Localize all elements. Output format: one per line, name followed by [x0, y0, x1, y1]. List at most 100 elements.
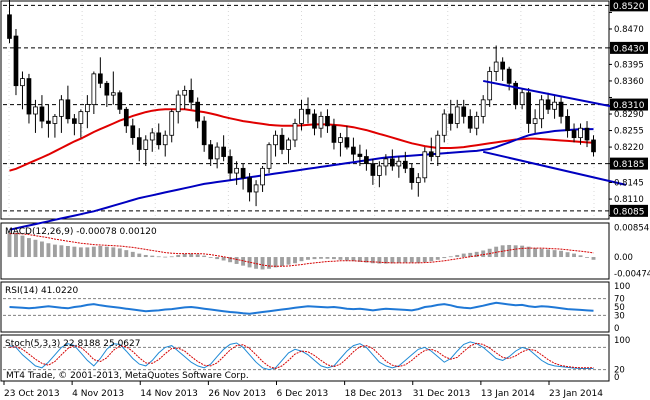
candle[interactable] — [33, 99, 38, 133]
candle[interactable] — [571, 123, 577, 143]
candle-body — [182, 89, 188, 96]
candle[interactable] — [201, 116, 207, 152]
candle[interactable] — [117, 90, 123, 115]
x-tick-label: 6 Dec 2013 — [277, 389, 329, 399]
candle[interactable] — [390, 149, 395, 171]
price-chart[interactable] — [3, 0, 627, 231]
candle[interactable] — [234, 161, 239, 185]
candle[interactable] — [123, 106, 129, 133]
candle[interactable] — [143, 135, 149, 166]
candle[interactable] — [91, 71, 97, 115]
candle[interactable] — [545, 92, 551, 115]
candle[interactable] — [72, 114, 77, 136]
candle[interactable] — [130, 118, 136, 145]
candle[interactable] — [435, 130, 441, 166]
candle[interactable] — [162, 130, 168, 157]
candle[interactable] — [175, 90, 181, 124]
candle[interactable] — [441, 109, 447, 143]
candle[interactable] — [156, 123, 162, 150]
candle[interactable] — [227, 149, 233, 181]
candle[interactable] — [78, 109, 84, 138]
candle[interactable] — [65, 85, 71, 124]
candle[interactable] — [305, 97, 311, 124]
candle[interactable] — [182, 85, 188, 110]
candle[interactable] — [487, 66, 493, 107]
candle[interactable] — [415, 173, 421, 197]
candle[interactable] — [500, 57, 506, 81]
candle[interactable] — [266, 142, 272, 174]
candle[interactable] — [493, 45, 499, 81]
candle[interactable] — [208, 139, 213, 166]
candle[interactable] — [461, 99, 467, 124]
candle[interactable] — [474, 111, 480, 136]
candle[interactable] — [318, 111, 324, 138]
trendline[interactable] — [483, 79, 627, 111]
candle[interactable] — [286, 137, 291, 164]
candle[interactable] — [149, 128, 155, 152]
candle[interactable] — [299, 99, 304, 131]
candle[interactable] — [578, 123, 583, 145]
candle[interactable] — [370, 158, 376, 185]
candle[interactable] — [312, 109, 317, 136]
candle[interactable] — [221, 135, 226, 162]
candle[interactable] — [325, 109, 330, 133]
candle[interactable] — [279, 128, 285, 155]
candle[interactable] — [188, 78, 194, 110]
candle[interactable] — [377, 161, 382, 188]
candle[interactable] — [20, 71, 25, 110]
candle[interactable] — [13, 28, 19, 96]
candle[interactable] — [357, 144, 363, 166]
candle[interactable] — [292, 118, 298, 148]
candle[interactable] — [519, 88, 525, 110]
candle[interactable] — [591, 135, 596, 157]
candle[interactable] — [364, 149, 369, 171]
candle[interactable] — [214, 142, 220, 169]
candle[interactable] — [110, 71, 116, 105]
candle[interactable] — [539, 95, 544, 129]
candle[interactable] — [584, 121, 590, 148]
candle[interactable] — [344, 125, 350, 150]
candle[interactable] — [351, 137, 356, 162]
candle[interactable] — [448, 99, 454, 131]
candle[interactable] — [136, 128, 142, 162]
candle[interactable] — [7, 0, 12, 44]
candle[interactable] — [39, 95, 45, 129]
candle[interactable] — [454, 99, 460, 129]
candle[interactable] — [331, 118, 337, 150]
macd-chart[interactable] — [7, 231, 596, 270]
candle[interactable] — [104, 80, 110, 107]
candle[interactable] — [52, 114, 58, 138]
candle[interactable] — [85, 95, 90, 129]
trendline[interactable] — [482, 150, 627, 186]
candle[interactable] — [409, 163, 415, 190]
candle[interactable] — [552, 95, 557, 119]
candle[interactable] — [402, 151, 408, 174]
candle[interactable] — [513, 80, 518, 110]
candle[interactable] — [169, 109, 175, 143]
candle[interactable] — [467, 109, 473, 133]
candle[interactable] — [565, 109, 570, 138]
candle[interactable] — [240, 163, 246, 190]
candle[interactable] — [480, 95, 486, 124]
candle[interactable] — [253, 180, 259, 207]
candle[interactable] — [59, 95, 64, 133]
candle[interactable] — [26, 73, 32, 124]
candle[interactable] — [46, 104, 51, 138]
candle[interactable] — [338, 132, 343, 157]
macd-bar — [65, 246, 70, 258]
stochastic-chart[interactable] — [3, 341, 609, 371]
candle[interactable] — [428, 137, 434, 162]
candle[interactable] — [260, 165, 265, 192]
candle[interactable] — [273, 130, 278, 157]
candle[interactable] — [97, 57, 103, 89]
candle[interactable] — [532, 109, 538, 133]
candle[interactable] — [247, 173, 252, 202]
candle[interactable] — [383, 154, 389, 176]
candle[interactable] — [526, 88, 531, 133]
candle[interactable] — [558, 97, 564, 124]
candle[interactable] — [396, 156, 402, 178]
candle[interactable] — [195, 97, 201, 129]
rsi-chart[interactable] — [3, 298, 609, 316]
candle[interactable] — [422, 147, 428, 183]
